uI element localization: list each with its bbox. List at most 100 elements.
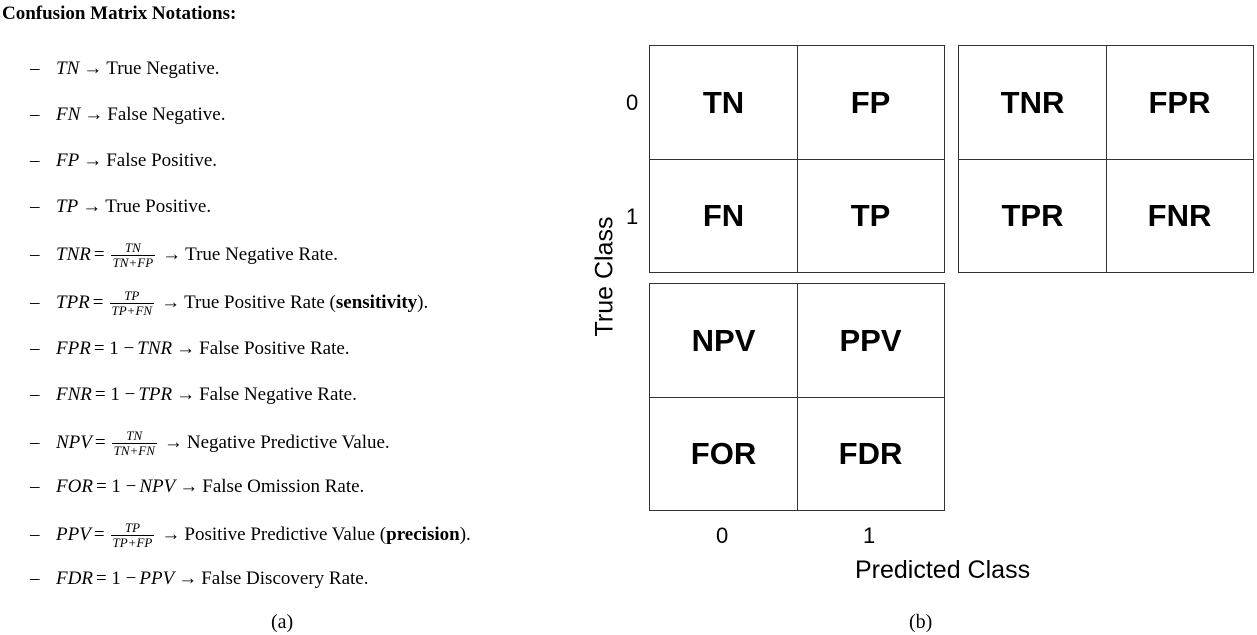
list-dash: – [30,58,40,79]
notation-item: – FPR = 1 − TNR → False Positive Rate. [30,337,350,361]
x-axis-label: Predicted Class [855,556,1031,584]
matrix-divider [650,397,944,398]
cell-npv: NPV [691,322,756,358]
notation-item: – NPV = TN TN+FN → Negative Predictive Value. [30,429,390,458]
y-axis-label: True Class [590,216,619,337]
description: False Positive. [106,150,218,171]
list-dash: – [30,384,40,405]
notation-item: – FP → False Positive. [30,149,217,173]
description: Positive Predictive Value ( [184,523,387,545]
fraction-denominator: TN+FN [111,443,157,458]
list-dash: – [30,104,40,125]
notation-symbol: FNR [56,384,92,405]
description: False Discovery Rate. [201,568,369,589]
fraction-numerator: TN [126,428,143,443]
list-dash: – [30,568,40,589]
list-dash: – [30,523,40,545]
list-dash: – [30,476,40,497]
fraction: TN TN+FN [111,428,157,458]
notation-item: – FNR = 1 − TPR → False Negative Rate. [30,383,357,407]
relation: = 1 − [95,568,137,589]
notation-item: – TP → True Positive. [30,195,211,219]
col-tick-0: 0 [716,523,729,548]
description: True Positive Rate ( [184,291,336,313]
complement-term: PPV [139,568,175,589]
notation-item: – FN → False Negative. [30,103,225,127]
description: False Omission Rate. [202,476,365,497]
arrow-glyph: → [176,384,196,405]
description-tail: ). [459,523,471,545]
confusion-matrix-counts: TN FP FN TP [649,45,945,273]
relation: = 1 − [93,338,135,359]
cell-fpr: FPR [1148,84,1211,120]
section-heading: Confusion Matrix Notations: [2,3,237,24]
notation-symbol: FOR [56,476,93,497]
cell-fp: FP [850,84,891,120]
description: False Negative. [107,104,226,125]
relation: = [94,431,106,453]
notation-symbol: NPV [56,431,92,453]
arrow-glyph: → [83,150,103,171]
fraction: TN TN+FP [110,240,156,270]
list-dash: – [30,291,40,313]
relation: = 1 − [94,384,136,405]
complement-term: TNR [137,338,173,359]
list-dash: – [30,150,40,171]
cell-ppv: PPV [839,322,902,358]
relation: = [92,291,104,313]
cell-tp: TP [850,197,891,233]
description-emphasis: sensitivity [335,291,418,313]
list-dash: – [30,431,40,453]
relation: = 1 − [95,476,137,497]
notation-symbol: FPR [56,338,91,359]
notation-symbol: FDR [56,568,93,589]
fraction-numerator: TP [124,288,140,303]
cell-for: FOR [690,435,757,471]
fraction-denominator: TP+FP [110,535,155,550]
notation-symbol: TNR [56,243,91,265]
arrow-glyph: → [161,291,181,313]
notation-item: – TPR = TP TP+FN → True Positive Rate (sensiti… [30,289,428,318]
notation-item: – TN → True Negative. [30,57,220,81]
complement-term: NPV [139,476,176,497]
description-emphasis: precision [386,523,460,545]
notation-item: – FDR = 1 − PPV → False Discovery Rate. [30,567,368,591]
description: True Negative. [106,58,220,79]
confusion-matrix-predictive: NPV PPV FOR FDR [649,283,945,511]
fraction-numerator: TP [124,520,141,535]
description-tail: ). [417,291,429,313]
notation-item: – TNR = TN TN+FP → True Negative Rate. [30,241,338,270]
arrow-glyph: → [161,523,181,545]
fraction-denominator: TN+FP [110,255,156,270]
row-tick-1: 1 [626,204,639,229]
arrow-glyph: → [84,104,104,125]
confusion-matrix-rates: TNR FPR TPR FNR [958,45,1254,273]
notation-item: – PPV = TP TP+FP → Positive Predictive Value (… [30,521,471,550]
notation-item: – FOR = 1 − NPV → False Omission Rate. [30,475,364,499]
notation-symbol: TPR [56,291,90,313]
cell-tn: TN [702,84,745,120]
notation-symbol: FP [56,150,80,171]
fraction-denominator: TP+FN [109,303,155,318]
cell-fdr: FDR [838,435,903,471]
fraction-numerator: TN [124,240,141,255]
description: False Positive Rate. [199,338,350,359]
complement-term: TPR [138,384,173,405]
arrow-glyph: → [176,338,196,359]
description: True Positive. [105,196,212,217]
arrow-glyph: → [162,243,182,265]
arrow-glyph: → [163,431,183,453]
arrow-glyph: → [179,476,199,497]
notation-symbol: FN [56,104,81,125]
notation-symbol: TP [56,196,79,217]
relation: = [93,523,105,545]
col-tick-1: 1 [863,523,876,548]
relation: = [93,243,105,265]
cell-tpr: TPR [1001,197,1064,233]
notation-symbol: TN [56,58,80,79]
cell-fn: FN [702,197,745,233]
caption-a: (a) [271,611,294,633]
matrix-divider [959,159,1253,160]
matrix-divider [650,159,944,160]
arrow-glyph: → [178,568,198,589]
